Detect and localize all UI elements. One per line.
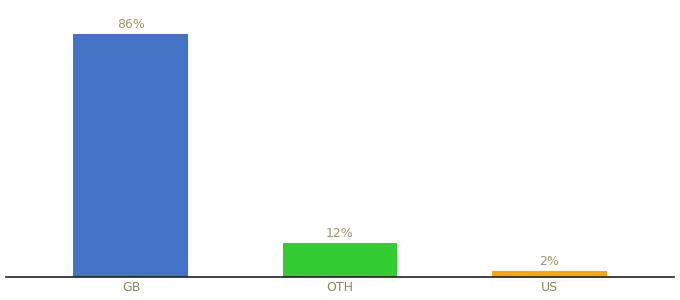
- Text: 12%: 12%: [326, 227, 354, 240]
- Bar: [73, 34, 188, 277]
- Bar: [492, 271, 607, 277]
- Text: 2%: 2%: [539, 255, 559, 268]
- Bar: [282, 243, 398, 277]
- Text: 86%: 86%: [117, 18, 145, 31]
